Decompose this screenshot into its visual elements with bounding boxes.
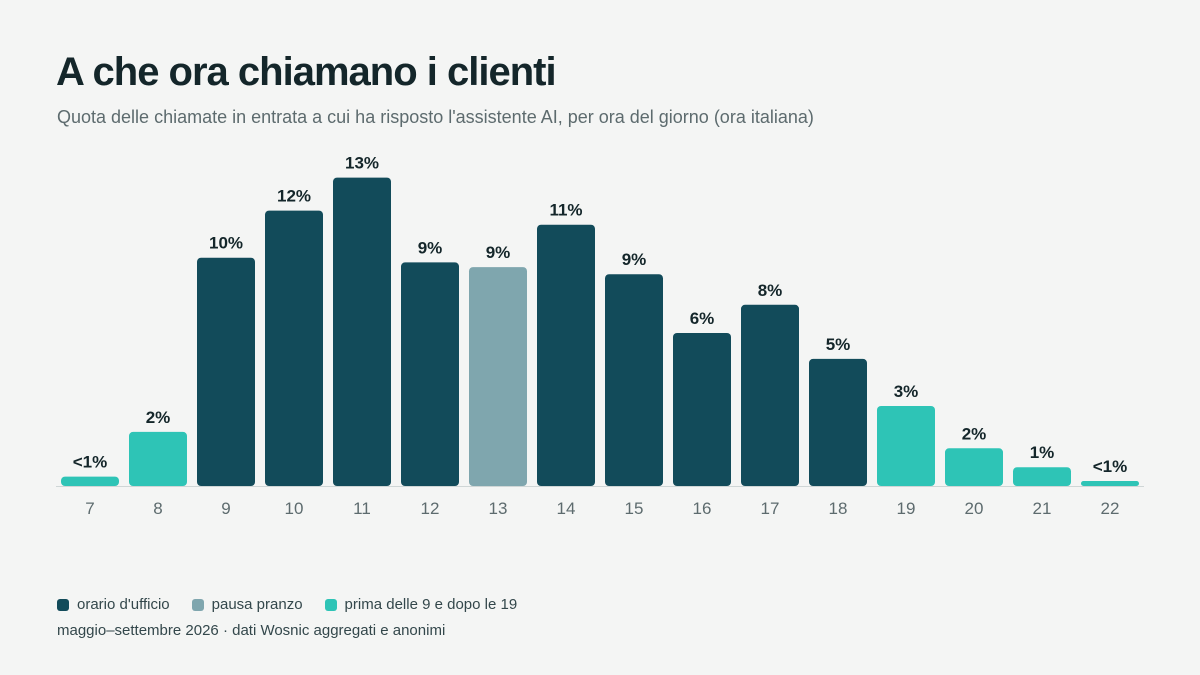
x-tick-9: 9 [221,499,230,518]
bar-10 [265,210,323,486]
bar-7 [61,476,119,486]
legend-item-office: orario d'ufficio [57,596,170,613]
data-label-15: 9% [622,250,647,269]
bar-11 [333,177,391,486]
chart-title: A che ora chiamano i clienti [56,50,557,94]
legend-item-lunch: pausa pranzo [191,596,303,613]
data-label-18: 5% [826,335,851,354]
legend-item-offhours: prima delle 9 e dopo le 19 [324,596,518,613]
legend-swatch-lunch [191,598,204,611]
chart-subtitle: Quota delle chiamate in entrata a cui ha… [57,107,814,127]
data-label-13: 9% [486,243,511,262]
bar-17 [741,304,799,486]
legend-swatch-office [57,598,69,611]
data-label-17: 8% [758,281,783,300]
legend-label-lunch: pausa pranzo [211,596,303,613]
x-tick-20: 20 [965,499,984,518]
bar-15 [605,274,663,486]
x-tick-19: 19 [897,499,916,518]
x-tick-21: 21 [1033,499,1052,518]
data-label-7: <1% [73,453,108,472]
bar-19 [877,406,935,486]
bar-14 [537,224,595,486]
bar-chart: <1% 7 2% 8 10% 9 12% 10 13% 11 9% 12 9% 13 11% 14 9% 15 6%… [56,154,1144,518]
bar-12 [401,262,459,486]
x-tick-13: 13 [489,499,508,518]
legend-label-office: orario d'ufficio [77,596,170,613]
data-label-19: 3% [894,382,919,401]
bar-22 [1081,481,1139,486]
data-label-22: <1% [1093,457,1128,476]
x-tick-16: 16 [693,499,712,518]
x-tick-10: 10 [285,499,304,518]
bar-20 [945,448,1003,486]
x-tick-18: 18 [829,499,848,518]
bar-8 [129,431,187,486]
data-label-10: 12% [277,187,311,206]
x-tick-11: 11 [353,499,371,518]
bar-21 [1013,467,1071,486]
data-label-11: 13% [345,154,379,173]
x-tick-17: 17 [761,499,780,518]
x-tick-7: 7 [85,499,94,518]
data-label-21: 1% [1030,443,1055,462]
x-tick-15: 15 [625,499,644,518]
data-label-20: 2% [962,424,987,443]
bar-18 [809,358,867,486]
data-label-14: 11% [549,201,582,220]
data-label-9: 10% [209,234,243,253]
x-tick-12: 12 [421,499,440,518]
legend-swatch-offhours [324,598,337,611]
x-tick-14: 14 [557,499,576,518]
source-note: maggio–settembre 2026 · dati Wosnic aggr… [57,622,446,639]
bar-13 [469,267,527,486]
x-tick-8: 8 [153,499,162,518]
x-tick-22: 22 [1101,499,1120,518]
data-label-8: 2% [146,408,171,427]
bar-16 [673,333,731,486]
legend-label-offhours: prima delle 9 e dopo le 19 [344,596,518,613]
legend: orario d'ufficio pausa pranzo prima dell… [57,596,539,613]
bar-9 [197,257,255,486]
data-label-16: 6% [690,309,715,328]
data-label-12: 9% [418,238,443,257]
